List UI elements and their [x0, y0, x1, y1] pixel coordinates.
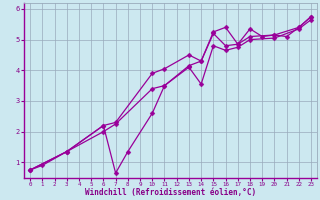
X-axis label: Windchill (Refroidissement éolien,°C): Windchill (Refroidissement éolien,°C) — [85, 188, 256, 197]
